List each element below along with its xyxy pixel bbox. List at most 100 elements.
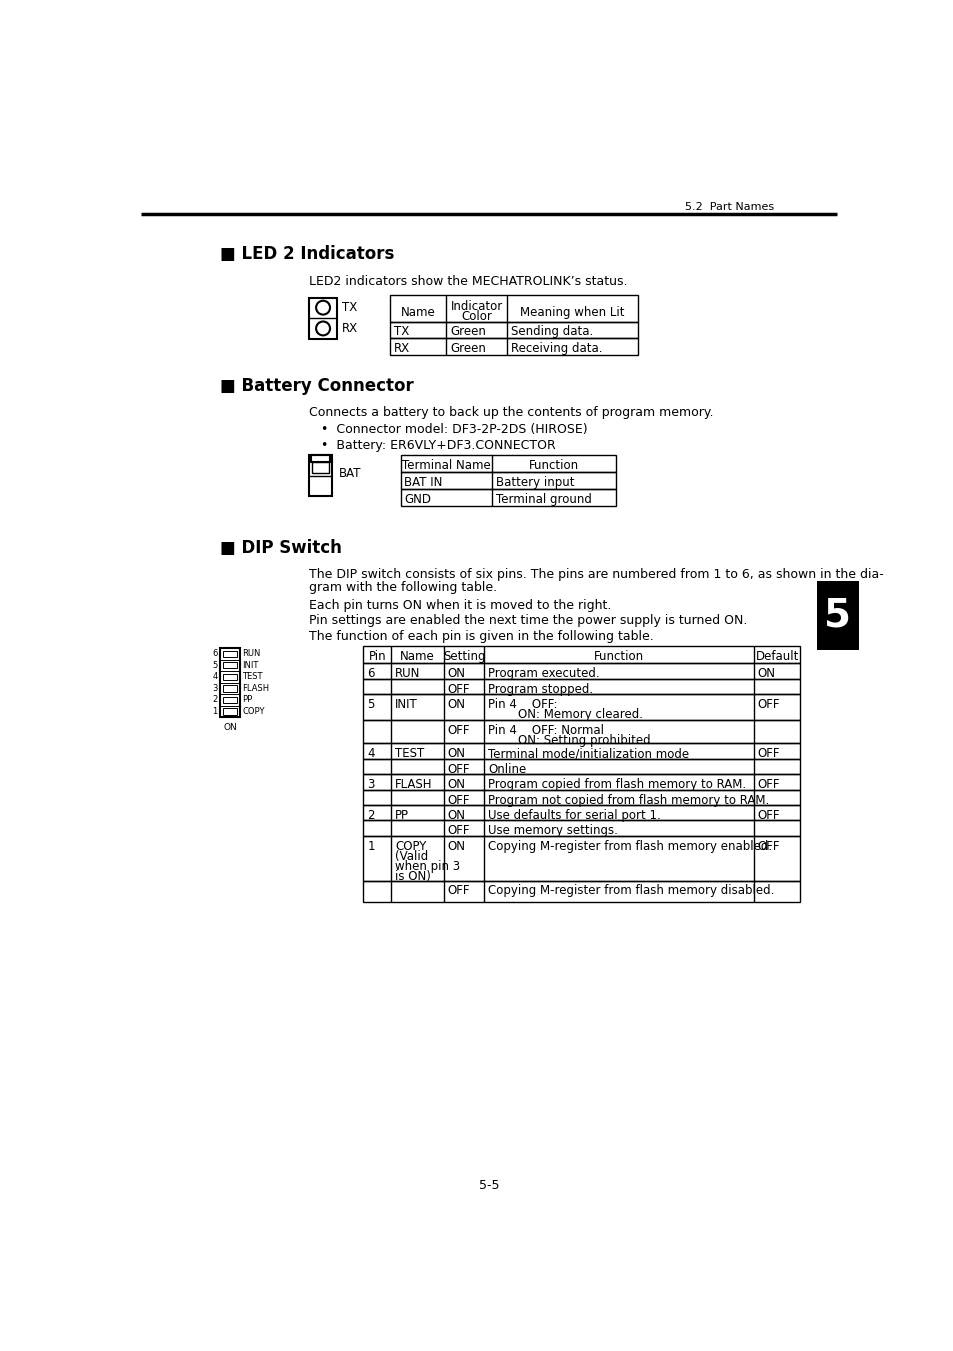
Bar — [223, 708, 236, 715]
Text: BAT: BAT — [338, 467, 360, 480]
Text: FLASH: FLASH — [242, 684, 270, 693]
Bar — [390, 322, 638, 339]
Text: OFF: OFF — [447, 885, 470, 897]
Text: RX: RX — [394, 342, 410, 355]
Text: OFF: OFF — [757, 747, 780, 761]
Text: Pin 4    OFF:: Pin 4 OFF: — [488, 698, 558, 711]
Text: The function of each pin is given in the following table.: The function of each pin is given in the… — [309, 630, 653, 643]
Text: ■ LED 2 Indicators: ■ LED 2 Indicators — [220, 246, 394, 263]
Bar — [363, 678, 800, 694]
Text: 5-5: 5-5 — [478, 1178, 498, 1192]
Text: 3: 3 — [213, 684, 217, 693]
Text: ON: ON — [447, 840, 465, 852]
Text: 5: 5 — [823, 597, 850, 635]
Text: INIT: INIT — [242, 661, 258, 670]
Text: Green: Green — [450, 342, 485, 355]
Text: Online: Online — [488, 763, 526, 775]
Bar — [363, 720, 800, 743]
Text: Pin settings are enabled the next time the power supply is turned ON.: Pin settings are enabled the next time t… — [309, 615, 747, 627]
Text: 4: 4 — [213, 673, 217, 681]
Text: FLASH: FLASH — [395, 778, 433, 792]
Text: Program copied from flash memory to RAM.: Program copied from flash memory to RAM. — [488, 778, 745, 792]
Bar — [223, 685, 236, 692]
Text: OFF: OFF — [757, 698, 780, 711]
Text: PP: PP — [395, 809, 409, 821]
Text: (Valid: (Valid — [395, 850, 428, 863]
Text: 6: 6 — [367, 667, 375, 681]
Bar — [223, 697, 236, 703]
Text: Function: Function — [594, 650, 643, 663]
Text: Copying M-register from flash memory disabled.: Copying M-register from flash memory dis… — [488, 885, 774, 897]
Bar — [363, 694, 800, 720]
Bar — [363, 646, 800, 663]
Bar — [363, 759, 800, 774]
Bar — [400, 455, 616, 473]
Text: BAT IN: BAT IN — [404, 477, 442, 489]
Text: Indicator: Indicator — [450, 300, 502, 313]
Text: ON: ON — [447, 809, 465, 821]
Text: gram with the following table.: gram with the following table. — [309, 581, 497, 594]
Text: Pin 4    OFF: Normal: Pin 4 OFF: Normal — [488, 724, 603, 738]
Text: TEST: TEST — [242, 673, 263, 681]
Text: RUN: RUN — [242, 650, 260, 658]
Text: Battery input: Battery input — [496, 477, 574, 489]
Text: OFF: OFF — [757, 809, 780, 821]
Bar — [400, 473, 616, 489]
Text: 5: 5 — [213, 661, 217, 670]
Text: OFF: OFF — [447, 824, 470, 838]
Text: Name: Name — [400, 307, 436, 319]
Text: 2: 2 — [367, 809, 375, 821]
Text: TEST: TEST — [395, 747, 424, 761]
Text: OFF: OFF — [757, 840, 780, 852]
Text: 5: 5 — [367, 698, 375, 711]
Text: Color: Color — [460, 309, 492, 323]
Text: Name: Name — [400, 650, 435, 663]
Text: ON: ON — [447, 698, 465, 711]
Text: 2: 2 — [213, 696, 217, 704]
Text: OFF: OFF — [447, 724, 470, 738]
Text: Connects a battery to back up the contents of program memory.: Connects a battery to back up the conten… — [309, 407, 713, 419]
Bar — [311, 455, 330, 462]
Text: Copying M-register from flash memory enabled.: Copying M-register from flash memory ena… — [488, 840, 772, 852]
Text: Program executed.: Program executed. — [488, 667, 599, 681]
Text: ■ Battery Connector: ■ Battery Connector — [220, 377, 414, 394]
Text: COPY: COPY — [395, 840, 426, 852]
Text: Program not copied from flash memory to RAM.: Program not copied from flash memory to … — [488, 793, 768, 807]
Text: ON: ON — [447, 747, 465, 761]
Text: Sending data.: Sending data. — [510, 326, 592, 338]
Text: Use memory settings.: Use memory settings. — [488, 824, 618, 838]
Text: 1: 1 — [367, 840, 375, 852]
Text: The DIP switch consists of six pins. The pins are numbered from 1 to 6, as shown: The DIP switch consists of six pins. The… — [309, 567, 882, 581]
Text: RUN: RUN — [395, 667, 420, 681]
Text: ON: Memory cleared.: ON: Memory cleared. — [488, 708, 642, 721]
Text: 1: 1 — [213, 707, 217, 716]
Bar — [363, 805, 800, 820]
Text: ON: ON — [223, 723, 236, 732]
Text: Each pin turns ON when it is moved to the right.: Each pin turns ON when it is moved to th… — [309, 598, 611, 612]
Bar — [363, 881, 800, 902]
Text: Meaning when Lit: Meaning when Lit — [519, 307, 624, 319]
Bar — [363, 790, 800, 805]
Text: PP: PP — [242, 696, 253, 704]
Text: is ON): is ON) — [395, 870, 431, 882]
Text: ON: ON — [757, 667, 775, 681]
Text: RX: RX — [341, 322, 357, 335]
Bar — [400, 489, 616, 507]
Text: •  Connector model: DF3-2P-2DS (HIROSE): • Connector model: DF3-2P-2DS (HIROSE) — [320, 423, 587, 436]
Text: 3: 3 — [367, 778, 375, 792]
Text: Function: Function — [528, 459, 578, 473]
Bar — [363, 836, 800, 881]
Text: 5.2  Part Names: 5.2 Part Names — [684, 203, 773, 212]
Text: GND: GND — [404, 493, 431, 507]
Bar — [363, 743, 800, 759]
Bar — [390, 296, 638, 322]
Text: ON: ON — [447, 778, 465, 792]
Text: INIT: INIT — [395, 698, 417, 711]
Text: Default: Default — [755, 650, 798, 663]
Bar — [390, 339, 638, 355]
Text: Program stopped.: Program stopped. — [488, 682, 593, 696]
Bar — [816, 581, 858, 650]
Text: TX: TX — [341, 301, 356, 313]
Text: Terminal ground: Terminal ground — [496, 493, 591, 507]
Text: when pin 3: when pin 3 — [395, 859, 459, 873]
